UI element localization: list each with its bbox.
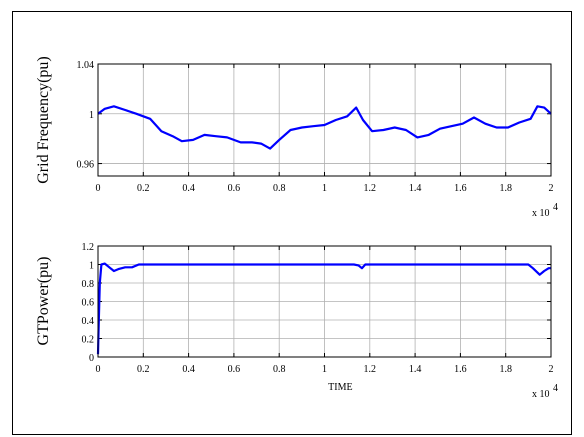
frequency-x-tick-label: 1.2 bbox=[364, 183, 377, 194]
frequency-x-tick-label: 1 bbox=[322, 183, 327, 194]
power-y-axis-label: GTPower(pu) bbox=[35, 257, 52, 346]
power-series-line bbox=[96, 262, 551, 355]
power-x-tick-label: 0.4 bbox=[182, 364, 195, 375]
power-y-tick-label: 0.6 bbox=[82, 298, 95, 309]
power-x-tick-label: 0 bbox=[96, 364, 101, 375]
power-y-tick-label: 0.2 bbox=[82, 335, 95, 346]
frequency-y-axis-label: Grid Frequency(pu) bbox=[35, 56, 52, 184]
power-x-tick-label: 1.8 bbox=[499, 364, 512, 375]
frequency-x-tick-label: 0.8 bbox=[273, 183, 286, 194]
frequency-x-tick-label: 2 bbox=[549, 183, 554, 194]
power-x-multiplier: x 10 bbox=[532, 389, 550, 400]
frequency-x-tick-label: 1.4 bbox=[409, 183, 422, 194]
power-y-tick-label: 0.8 bbox=[82, 279, 95, 290]
power-x-tick-label: 1 bbox=[322, 364, 327, 375]
frequency-axes-frame bbox=[97, 63, 552, 177]
power-x-tick-label: 0.6 bbox=[228, 364, 241, 375]
frequency-x-tick-label: 0.2 bbox=[137, 183, 150, 194]
frequency-series-line bbox=[97, 105, 552, 150]
frequency-x-tick-label: 1.8 bbox=[499, 183, 512, 194]
frequency-x-tick-label: 0.6 bbox=[228, 183, 241, 194]
frequency-y-tick-label: 0.96 bbox=[77, 160, 95, 171]
power-y-tick-label: 1 bbox=[89, 261, 94, 272]
power-x-tick-label: 1.4 bbox=[409, 364, 422, 375]
power-x-tick-label: 1.6 bbox=[454, 364, 467, 375]
frequency-x-tick-label: 0 bbox=[96, 183, 101, 194]
power-x-tick-label: 0.8 bbox=[273, 364, 286, 375]
frequency-subplot: 0 0.2 0.4 0.6 0.8 1 1.2 1.4 1.6 1.8 2 0.96 1 1.04 Grid… bbox=[35, 56, 558, 219]
frequency-x-tick-label: 0.4 bbox=[182, 183, 195, 194]
power-y-tick-label: 0 bbox=[89, 353, 94, 364]
power-subplot: 0 0.2 0.4 0.6 0.8 1 1.2 1.4 1.6 1.8 2 0 0.2 0.4 0.6 0.8… bbox=[35, 242, 558, 400]
frequency-x-tick-label: 1.6 bbox=[454, 183, 467, 194]
frequency-y-tick-label: 1 bbox=[89, 110, 94, 121]
power-x-tick-label: 0.2 bbox=[137, 364, 150, 375]
frequency-y-tick-label: 1.04 bbox=[77, 60, 95, 71]
power-x-multiplier-exponent: 4 bbox=[553, 383, 558, 394]
power-x-tick-label: 1.2 bbox=[364, 364, 377, 375]
power-x-tick-label: 2 bbox=[549, 364, 554, 375]
power-x-axis-label: TIME bbox=[328, 382, 352, 393]
frequency-x-multiplier-exponent: 4 bbox=[553, 202, 558, 213]
power-axes-frame bbox=[97, 245, 552, 358]
figure-border bbox=[12, 11, 572, 435]
frequency-x-multiplier: x 10 bbox=[532, 208, 550, 219]
power-y-tick-label: 0.4 bbox=[82, 316, 95, 327]
power-y-tick-label: 1.2 bbox=[82, 242, 95, 253]
